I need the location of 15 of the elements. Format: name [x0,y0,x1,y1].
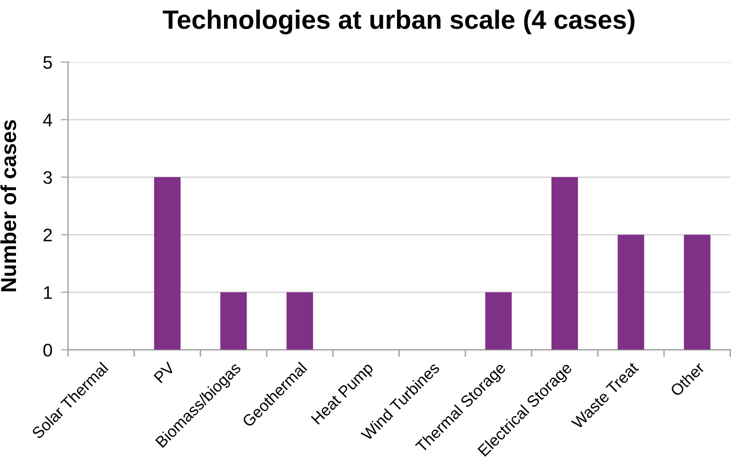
y-tick-label: 0 [43,344,52,357]
y-tick-label: 2 [44,228,52,242]
chart-title: Technologies at urban scale (4 cases) [162,10,634,34]
y-tick-label: 3 [43,171,52,184]
bar [154,177,181,350]
bar [485,292,512,350]
y-tick-label: 4 [43,114,52,126]
bar [286,292,314,350]
y-tick-label: 5 [43,56,52,69]
y-axis-title: Number of cases [0,120,16,292]
bar [551,177,578,350]
bar [684,234,710,350]
bar [220,292,247,350]
y-tick-label: 1 [44,286,52,299]
bar [618,234,644,350]
